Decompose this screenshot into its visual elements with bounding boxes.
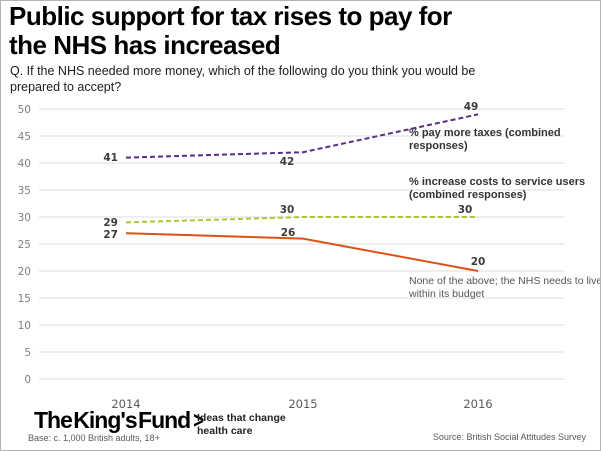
svg-text:29: 29	[103, 217, 118, 229]
svg-text:30: 30	[458, 204, 473, 216]
svg-text:45: 45	[18, 131, 31, 143]
kings-fund-logo-text: The King's Fund	[34, 407, 191, 433]
annotation-increase-costs: % increase costs to service users (combi…	[409, 176, 586, 202]
base-note: Base: c. 1,000 British adults, 18+	[28, 433, 160, 443]
logo-tagline: Ideas that change health care	[197, 412, 286, 437]
svg-text:27: 27	[103, 229, 118, 241]
svg-text:30: 30	[18, 212, 31, 224]
svg-text:42: 42	[280, 156, 295, 168]
svg-text:2015: 2015	[288, 397, 317, 411]
source-note: Source: British Social Attitudes Survey	[432, 432, 586, 442]
svg-text:26: 26	[281, 227, 296, 239]
page-title: Public support for tax rises to pay for …	[9, 1, 452, 60]
svg-text:0: 0	[24, 374, 31, 386]
svg-text:5: 5	[24, 347, 31, 359]
svg-text:49: 49	[464, 101, 479, 113]
chevron-right-icon: >	[193, 407, 204, 433]
svg-text:41: 41	[103, 152, 118, 164]
svg-text:20: 20	[471, 256, 486, 268]
svg-text:50: 50	[18, 104, 31, 116]
svg-text:10: 10	[18, 320, 31, 332]
kings-fund-logo: The King's Fund >	[34, 407, 205, 434]
annotation-none-of-above: None of the above; the NHS needs to live…	[409, 275, 601, 300]
annotation-pay-more-taxes: % pay more taxes (combined responses)	[409, 127, 561, 153]
svg-text:2016: 2016	[463, 397, 492, 411]
svg-text:30: 30	[280, 204, 295, 216]
svg-text:40: 40	[18, 158, 31, 170]
svg-text:15: 15	[18, 293, 31, 305]
chart-question-subtitle: Q. If the NHS needed more money, which o…	[10, 64, 476, 94]
svg-text:20: 20	[18, 266, 31, 278]
svg-text:25: 25	[18, 239, 31, 251]
svg-text:35: 35	[18, 185, 31, 197]
